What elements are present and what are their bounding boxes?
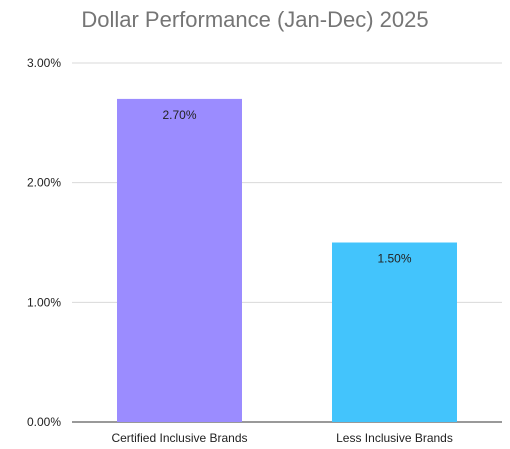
y-tick-label: 2.00% [27,176,61,190]
chart-title: Dollar Performance (Jan-Dec) 2025 [81,7,428,32]
bar-data-label: 1.50% [377,252,411,266]
bar-data-label: 2.70% [162,108,196,122]
y-tick-label: 1.00% [27,295,61,309]
x-axis-categories: Certified Inclusive Brands Less Inclusive… [111,431,452,445]
x-category-label: Less Inclusive Brands [336,431,453,445]
x-category-label: Certified Inclusive Brands [111,431,247,445]
y-tick-label: 0.00% [27,415,61,429]
y-tick-label: 3.00% [27,56,61,70]
data-labels: 2.70% 1.50% [162,108,411,266]
bar [117,98,242,423]
y-axis-ticks: 0.00% 1.00% 2.00% 3.00% [27,56,61,429]
bars [117,98,457,423]
bar [332,242,457,422]
